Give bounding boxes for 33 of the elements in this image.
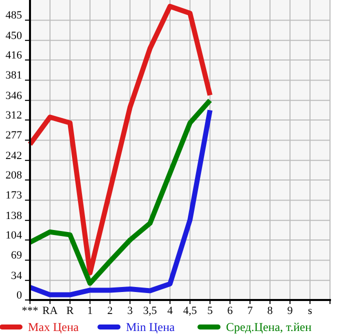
y-tick-label: 34 — [11, 270, 22, 282]
x-tick-label: 1 — [87, 305, 93, 317]
x-tick-label: 8 — [267, 305, 274, 317]
y-tick-label: 312 — [6, 110, 22, 122]
y-tick-label: 485 — [6, 10, 22, 22]
legend-label: Сред.Цена, т.йен — [226, 320, 312, 334]
x-tick-label: 6 — [227, 305, 234, 317]
x-tick-label: 9 — [287, 305, 294, 317]
legend-label: Max Цена — [28, 320, 80, 334]
x-tick-label: s — [308, 305, 312, 317]
y-tick-label: 416 — [6, 50, 22, 62]
y-tick-label: 138 — [6, 210, 22, 222]
x-tick-label: 3,5 — [143, 305, 158, 317]
x-tick-label: 7 — [247, 305, 254, 317]
y-tick-label: 69 — [11, 250, 22, 262]
y-tick-label: 346 — [6, 90, 22, 102]
y-tick-label: 450 — [6, 30, 22, 42]
x-tick-label: 4 — [167, 305, 174, 317]
y-tick-label: 277 — [6, 130, 22, 142]
x-tick-label: 2 — [107, 305, 113, 317]
x-tick-label: 4,5 — [183, 305, 198, 317]
y-tick-label: 0 — [16, 290, 22, 302]
y-tick-label: 242 — [6, 150, 22, 162]
legend-label: Min Цена — [126, 320, 176, 334]
x-tick-label: 3 — [127, 305, 134, 317]
x-tick-label: RA — [42, 305, 58, 317]
x-tick-label: 5 — [207, 305, 214, 317]
y-tick-label: 173 — [6, 190, 22, 202]
x-tick-label: R — [66, 305, 74, 317]
y-tick-label: 104 — [6, 230, 22, 242]
y-tick-label: 208 — [6, 170, 22, 182]
x-tick-label: *** — [22, 305, 38, 317]
y-tick-label: 381 — [6, 70, 22, 82]
